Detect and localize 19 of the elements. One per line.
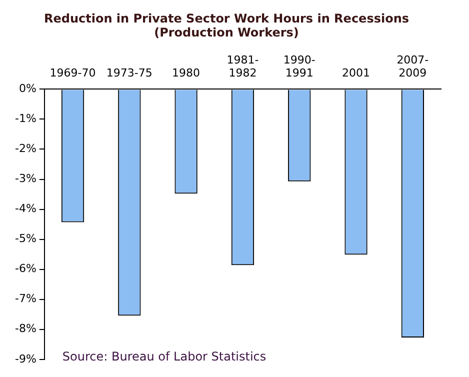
chart-title: Reduction in Private Sector Work Hours in Recessions (Production Workers) xyxy=(44,11,410,40)
y-tick-label: -8% xyxy=(15,322,36,336)
x-tick-label: 1980 xyxy=(172,66,200,80)
x-tick-label: 2001 xyxy=(342,66,370,80)
y-tick-label: -7% xyxy=(15,292,36,306)
y-tick-label: -9% xyxy=(15,352,36,366)
x-tick-label: 1973-75 xyxy=(106,66,152,80)
x-tick-label: 1981- 1982 xyxy=(226,53,259,80)
x-tick-label: 1990- 1991 xyxy=(283,53,316,80)
x-tick-label: 2007- 2009 xyxy=(396,53,429,80)
y-tick-label: -1% xyxy=(15,112,36,126)
annotation: Source: Bureau of Labor Statistics xyxy=(62,350,266,364)
y-tick-label: -6% xyxy=(15,262,36,276)
y-tick-label: -2% xyxy=(15,142,36,156)
x-tick-label: 1969-70 xyxy=(50,66,96,80)
y-tick-label: 0% xyxy=(18,82,36,96)
y-tick-label: -4% xyxy=(15,202,36,216)
y-tick-label: -3% xyxy=(15,172,36,186)
y-tick-label: -5% xyxy=(15,232,36,246)
